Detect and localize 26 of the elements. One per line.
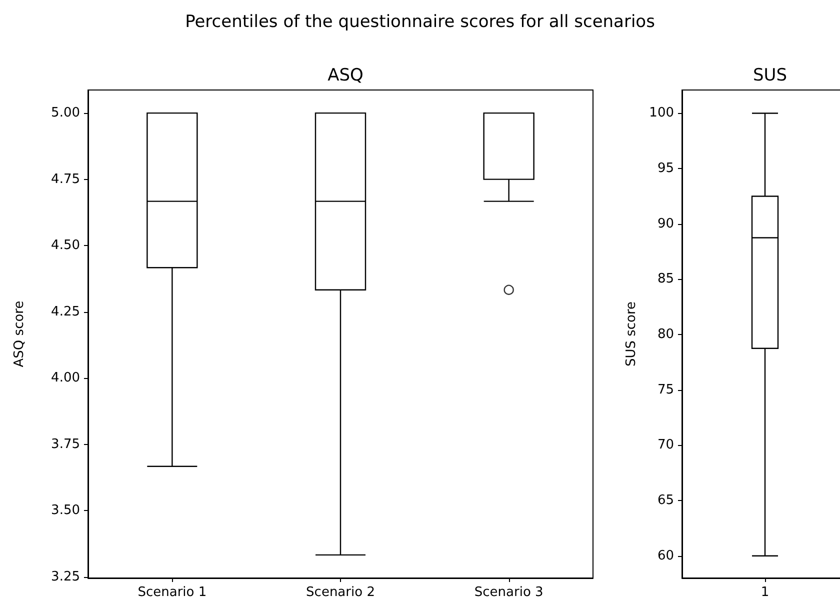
y-tick-label: 100	[649, 106, 674, 121]
y-tick-label: 3.50	[51, 503, 80, 518]
y-tick-label: 80	[657, 327, 674, 342]
y-tick-label: 95	[657, 161, 674, 176]
y-tick-label: 60	[657, 548, 674, 564]
y-tick-label: 75	[657, 382, 674, 398]
x-tick-label: Scenario 3	[474, 585, 544, 600]
y-tick-label: 4.00	[51, 370, 80, 386]
y-tick-label: 70	[657, 438, 674, 453]
y-tick-label: 4.75	[51, 172, 80, 187]
y-tick-label: 5.00	[51, 106, 80, 121]
y-tick-label: 90	[657, 216, 674, 232]
x-tick-label: Scenario 1	[138, 585, 207, 600]
y-tick-label: 65	[657, 493, 674, 508]
y-axis-title: SUS score	[624, 301, 639, 367]
y-tick-label: 3.25	[51, 569, 80, 584]
text: Percentiles of the questionnaire scores for all scenarios	[184, 12, 656, 32]
y-axis-title: ASQ score	[12, 300, 27, 368]
chart-title: SUS	[752, 66, 788, 86]
y-tick-label: 3.75	[51, 436, 80, 452]
x-tick-label: Scenario 2	[306, 585, 375, 600]
x-tick-label: 1	[760, 585, 770, 600]
y-tick-label: 4.25	[51, 304, 80, 320]
y-tick-label: 85	[657, 272, 674, 287]
y-tick-label: 4.50	[51, 238, 80, 254]
chart-title: ASQ	[328, 66, 364, 86]
